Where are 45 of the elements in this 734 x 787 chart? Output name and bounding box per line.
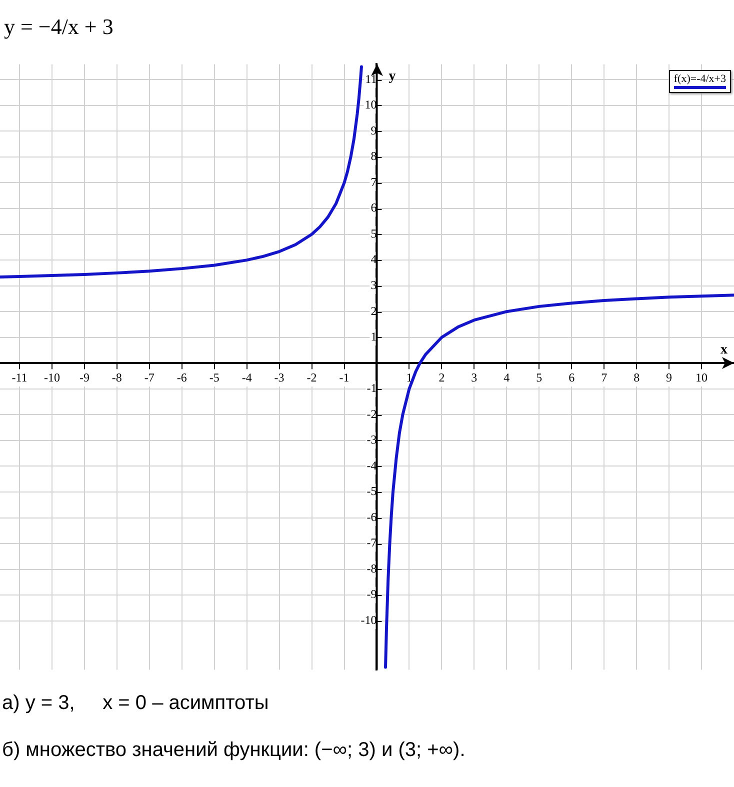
x-tick-label: 10	[696, 370, 708, 384]
y-tick-label: -3	[366, 432, 377, 447]
x-tick-label: 5	[536, 370, 542, 384]
y-tick-label: 10	[364, 98, 377, 112]
x-tick-label: 4	[504, 370, 510, 384]
y-tick-label: -4	[366, 458, 377, 472]
y-tick-label: -10	[360, 612, 377, 627]
text: f(x)=-4/x+3	[674, 73, 726, 86]
y-tick-label: -7	[366, 536, 377, 550]
y-tick-label: -1	[366, 381, 377, 396]
y-tick-label: 8	[370, 149, 377, 164]
x-tick-label: 8	[634, 370, 640, 384]
x-tick-label: 9	[666, 370, 672, 384]
y-tick-label: -5	[366, 484, 377, 498]
x-tick-label: 7	[601, 370, 608, 384]
x-tick-label: -9	[79, 370, 90, 384]
x-tick-label: -2	[306, 370, 317, 384]
x-tick-label: 1	[406, 370, 412, 384]
text: б) множество значений функции: (−∞; 3) и (3; +∞).	[2, 738, 466, 763]
text: а) y = 3, x = 0 – асимптоты	[2, 691, 270, 716]
x-tick-label: -6	[176, 370, 187, 384]
x-tick-label: 6	[568, 370, 575, 384]
y-tick-label: -2	[366, 406, 377, 421]
x-tick-label: -11	[12, 370, 28, 384]
x-tick-label: -4	[242, 370, 252, 384]
x-tick-label: -3	[274, 370, 284, 384]
x-tick-label: 2	[438, 370, 445, 384]
y-tick-label: 11	[365, 72, 377, 86]
x-axis-title: x	[720, 342, 728, 358]
y-tick-label: 4	[370, 252, 377, 266]
y-tick-label: 3	[370, 278, 377, 292]
y-tick-label: -8	[366, 561, 377, 576]
x-tick-label: -10	[44, 370, 60, 384]
x-tick-label: -8	[112, 370, 122, 384]
y-axis-title: y	[388, 68, 396, 84]
x-tick-label: 3	[471, 370, 478, 384]
y-tick-label: -9	[366, 587, 377, 602]
y-tick-label: 1	[370, 330, 377, 344]
x-tick-label: -5	[209, 370, 220, 384]
x-tick-label: -7	[144, 370, 154, 384]
chart-title: y = −4/x + 3	[4, 14, 114, 40]
y-tick-label: 9	[370, 123, 377, 138]
y-tick-label: 5	[370, 226, 377, 240]
x-tick-label: -1	[339, 370, 350, 384]
y-tick-label: 2	[370, 304, 377, 318]
